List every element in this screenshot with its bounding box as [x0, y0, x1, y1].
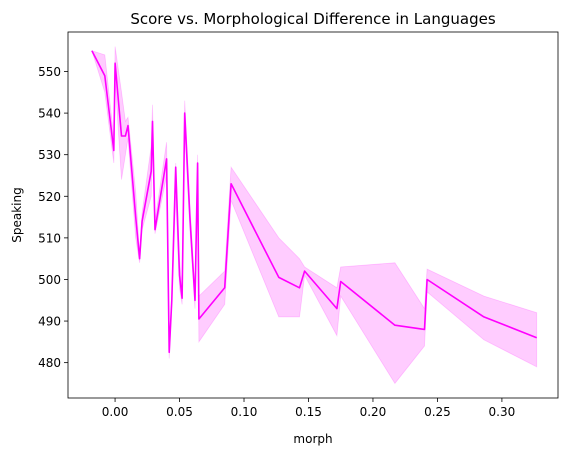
confidence-band-layer: [92, 47, 537, 384]
plot-frame: [68, 32, 558, 398]
chart-title: Score vs. Morphological Difference in La…: [130, 10, 495, 28]
x-axis-ticks: 0.00 0.05 0.10 0.15 0.20 0.25 0.30: [102, 398, 516, 419]
y-tick-label: 490: [38, 315, 61, 329]
y-tick-label: 510: [38, 231, 61, 245]
x-tick-label: 0.15: [295, 405, 322, 419]
x-tick-label: 0.25: [424, 405, 451, 419]
x-tick-label: 0.00: [102, 405, 129, 419]
y-tick-label: 550: [38, 65, 61, 79]
x-tick-label: 0.20: [360, 405, 387, 419]
x-tick-label: 0.30: [489, 405, 516, 419]
y-axis-ticks: 480 490 500 510 520 530 540 550: [38, 65, 68, 370]
x-tick-label: 0.10: [231, 405, 258, 419]
y-tick-label: 500: [38, 273, 61, 287]
x-axis-label: morph: [293, 432, 332, 446]
y-tick-label: 530: [38, 148, 61, 162]
y-axis-label: Speaking: [10, 187, 24, 242]
y-tick-label: 520: [38, 190, 61, 204]
y-tick-label: 480: [38, 356, 61, 370]
confidence-band: [92, 47, 537, 384]
y-tick-label: 540: [38, 107, 61, 121]
x-tick-label: 0.05: [166, 405, 193, 419]
